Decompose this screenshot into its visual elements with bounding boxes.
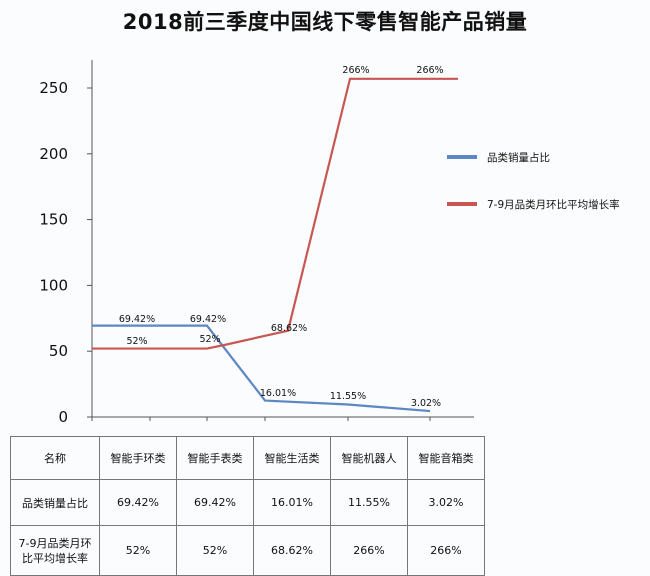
data-labels: 69.42% 69.42% 16.01% 11.55% 3.02% 52% 52% 68.62… bbox=[119, 65, 444, 409]
table-row: 品类销量占比 69.42% 69.42% 16.01% 11.55% 3.02% bbox=[10, 479, 485, 526]
table-header-cell: 智能手环类 bbox=[99, 436, 177, 480]
line-chart: 0 50 100 150 200 250 69.42% 69.42% 16.01% 11.55%… bbox=[39, 60, 474, 426]
table-cell: 68.62% bbox=[253, 525, 331, 576]
table-cell: 16.01% bbox=[253, 479, 331, 526]
table-header-cell: 智能机器人 bbox=[330, 436, 408, 480]
table-row-head: 品类销量占比 bbox=[10, 479, 100, 526]
y-tick-label: 150 bbox=[39, 211, 68, 229]
data-label-blue: 16.01% bbox=[260, 388, 296, 399]
chart-axes: 0 50 100 150 200 250 bbox=[39, 60, 474, 426]
table-header-cell: 智能音箱类 bbox=[407, 436, 485, 480]
series-line-red bbox=[92, 77, 458, 350]
table-cell: 266% bbox=[330, 525, 408, 576]
table-row: 7-9月品类月环 比平均增长率 52% 52% 68.62% 266% 266% bbox=[10, 525, 485, 576]
table-row-head: 7-9月品类月环 比平均增长率 bbox=[10, 525, 100, 576]
data-label-red: 266% bbox=[342, 65, 369, 76]
legend-label: 7-9月品类月环比平均增长率 bbox=[487, 198, 620, 211]
table-cell: 11.55% bbox=[330, 479, 408, 526]
table-cell: 69.42% bbox=[99, 479, 177, 526]
table-cell: 52% bbox=[99, 525, 177, 576]
legend-item-series1: 品类销量占比 bbox=[447, 148, 550, 166]
y-tick-label: 200 bbox=[39, 145, 68, 163]
data-label-blue: 69.42% bbox=[190, 314, 226, 325]
table-cell: 3.02% bbox=[407, 479, 485, 526]
table-header-cell: 智能生活类 bbox=[253, 436, 331, 480]
legend-swatch-red bbox=[447, 202, 477, 206]
legend-swatch-blue bbox=[447, 155, 477, 159]
chart-title: 2018前三季度中国线下零售智能产品销量 bbox=[122, 10, 528, 34]
legend-label: 品类销量占比 bbox=[487, 151, 550, 164]
table-cell: 52% bbox=[176, 525, 254, 576]
series-layer bbox=[92, 77, 458, 413]
data-label-red: 68.62% bbox=[271, 323, 307, 334]
table-header-name: 名称 bbox=[10, 436, 100, 480]
data-label-blue: 11.55% bbox=[330, 391, 366, 402]
data-label-blue: 69.42% bbox=[119, 314, 155, 325]
table-cell: 69.42% bbox=[176, 479, 254, 526]
data-label-red: 52% bbox=[199, 334, 220, 345]
data-label-blue: 3.02% bbox=[411, 398, 441, 409]
data-label-red: 266% bbox=[416, 65, 443, 76]
y-tick-label: 0 bbox=[58, 408, 68, 426]
y-tick-label: 100 bbox=[39, 276, 68, 294]
data-label-red: 52% bbox=[126, 336, 147, 347]
table-header-row: 名称 智能手环类 智能手表类 智能生活类 智能机器人 智能音箱类 bbox=[10, 436, 485, 480]
legend-item-series2: 7-9月品类月环比平均增长率 bbox=[447, 195, 620, 213]
table-cell: 266% bbox=[407, 525, 485, 576]
row-head-line: 7-9月品类月环 bbox=[18, 536, 92, 550]
row-head-line: 比平均增长率 bbox=[22, 551, 88, 565]
series-line-blue bbox=[92, 324, 431, 413]
data-table: 名称 智能手环类 智能手表类 智能生活类 智能机器人 智能音箱类 品类销量占比 … bbox=[10, 436, 485, 576]
table-header-cell: 智能手表类 bbox=[176, 436, 254, 480]
y-tick-label: 250 bbox=[39, 79, 68, 97]
y-tick-label: 50 bbox=[49, 342, 68, 360]
